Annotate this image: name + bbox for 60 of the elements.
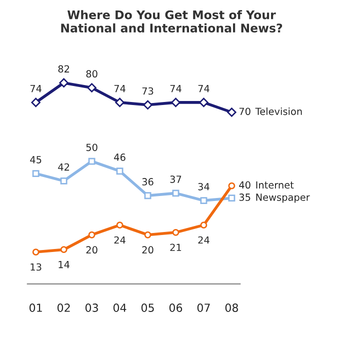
x-tick-label: 01 — [30, 304, 42, 312]
point — [60, 177, 68, 184]
data-label: 20 — [142, 246, 154, 254]
data-label: 42 — [58, 163, 70, 171]
point — [31, 98, 40, 108]
data-label: 80 — [86, 70, 98, 78]
x-tick-label: 07 — [197, 304, 210, 312]
point — [172, 228, 180, 236]
point — [199, 98, 208, 108]
point — [200, 197, 208, 204]
point — [171, 98, 180, 108]
data-label: 45 — [30, 156, 42, 164]
point — [172, 190, 180, 197]
data-label: 13 — [30, 263, 42, 271]
x-tick-label: 08 — [225, 304, 238, 312]
data-label: 40 — [239, 181, 250, 189]
point — [60, 246, 68, 254]
data-label: 21 — [170, 244, 182, 251]
text: Newspaper — [256, 194, 310, 203]
data-label: 50 — [86, 144, 98, 152]
data-label: 24 — [198, 236, 210, 244]
x-tick-label: 06 — [169, 304, 182, 312]
point — [88, 158, 96, 165]
data-label: 74 — [198, 84, 210, 92]
point — [143, 100, 152, 110]
x-tick-label: 04 — [113, 304, 126, 312]
point — [200, 222, 208, 229]
data-label: 36 — [142, 178, 154, 186]
data-label: 34 — [198, 182, 210, 190]
point — [144, 192, 152, 200]
text: Television — [255, 108, 302, 116]
x-tick-label: 02 — [57, 304, 70, 312]
data-label: 74 — [114, 84, 126, 92]
point — [116, 168, 124, 175]
data-label: 20 — [86, 246, 98, 254]
data-label: 82 — [58, 65, 70, 73]
data-label: 35 — [239, 194, 250, 201]
data-label: 37 — [170, 176, 182, 183]
data-label: 24 — [114, 236, 126, 244]
point — [228, 194, 236, 202]
point — [116, 222, 124, 229]
data-label: 73 — [142, 87, 154, 95]
point — [32, 170, 40, 178]
data-label: 46 — [114, 154, 126, 161]
point — [87, 83, 96, 92]
point — [59, 78, 68, 88]
point — [227, 108, 236, 117]
data-label: 74 — [170, 84, 182, 92]
data-label: 14 — [58, 260, 70, 268]
x-tick-label: 05 — [141, 304, 154, 312]
point — [115, 98, 124, 108]
point — [32, 248, 40, 256]
text: Internet — [256, 181, 294, 189]
chart-title: Where Do You Get Most of Your National and International News? — [61, 10, 282, 32]
data-label: 70 — [239, 108, 250, 116]
point — [88, 231, 96, 238]
point — [228, 182, 236, 190]
data-label: 74 — [30, 84, 42, 92]
x-tick-label: 03 — [85, 304, 98, 312]
point — [144, 231, 152, 238]
